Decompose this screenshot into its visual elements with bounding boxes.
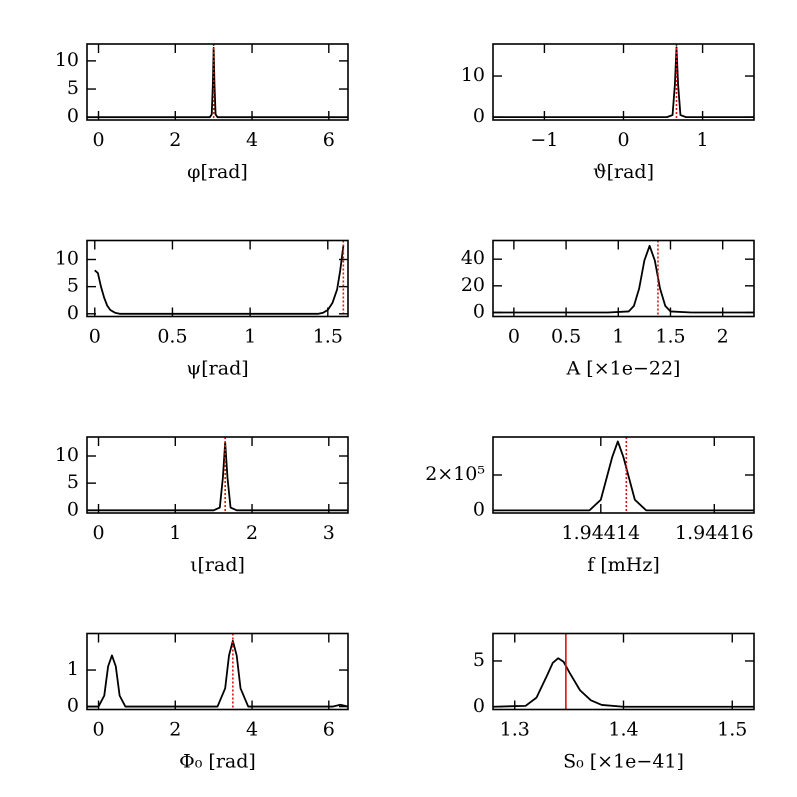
x-tick-label: 1.94414 [562,522,641,544]
x-axis-label: S₀ [×1e−41] [563,751,684,773]
x-tick-label: 0.5 [157,326,187,348]
y-tick-label: 0 [67,695,79,717]
x-tick-label: 1.3 [500,719,530,741]
y-tick-label: 40 [461,247,485,269]
y-tick-label: 0 [67,105,79,127]
y-tick-label: 5 [67,275,79,297]
x-tick-label: 0 [617,129,629,151]
panel: 1.3 1.4 1.5 0 5 S₀ [×1e−41] [473,632,755,773]
plot-area [87,633,348,710]
x-tick-label: 0 [508,326,520,348]
posterior-curve [493,46,754,119]
x-tick-label: 0 [92,129,104,151]
x-axis-label: f [mHz] [587,554,660,576]
x-tick-label: 1 [244,326,256,348]
posterior-curve [493,440,754,512]
x-tick-label: 0 [89,326,101,348]
x-tick-label: 1 [697,129,709,151]
y-tick-label: 0 [473,498,485,520]
x-tick-label: 0 [92,522,104,544]
y-tick-label: 5 [473,649,485,671]
x-axis-label: ι[rad] [190,554,245,576]
x-tick-label: −1 [530,129,558,151]
plot-area [493,437,754,513]
x-tick-label: 4 [246,129,258,151]
y-tick-label: 0 [473,695,485,717]
x-tick-label: 2 [246,522,258,544]
frame [86,239,349,318]
y-tick-label: 10 [55,248,79,270]
plot-area [94,240,345,317]
x-axis-label: Φ₀ [rad] [179,751,256,773]
y-tick-label: 1 [67,658,79,680]
x-tick-label: 2 [169,129,181,151]
posterior-curve [94,245,345,315]
plot-area [493,44,754,120]
panel: 0 2 4 6 0 5 10 φ[rad] [55,43,349,183]
plot-area [87,437,348,513]
plot-area [87,44,348,120]
y-tick-label: 0 [67,498,79,520]
y-tick-label: 5 [67,471,79,493]
y-tick-label: 0 [473,301,485,323]
x-tick-label: 1 [612,326,624,348]
y-tick-label: 10 [461,64,485,86]
x-tick-label: 1 [169,522,181,544]
frame [86,43,349,121]
posterior-curve [493,657,754,708]
y-tick-label: 20 [461,274,485,296]
frame [492,239,755,318]
frame [492,632,755,711]
x-tick-label: 2 [717,326,729,348]
x-tick-label: 4 [246,719,258,741]
panel: 0 0.5 1 1.5 0 5 10 ψ[rad] [55,239,349,380]
x-tick-label: 2 [169,719,181,741]
x-axis-label: ψ[rad] [186,358,248,380]
y-tick-label: 5 [67,77,79,99]
frame [492,43,755,121]
x-tick-label: 0.5 [551,326,581,348]
panel: 1.94414 1.94416 0 2×10⁵ f [mHz] [425,436,755,576]
frame [86,436,349,514]
x-tick-label: 1.5 [717,719,747,741]
x-tick-label: 6 [323,129,335,151]
x-axis-label: φ[rad] [187,161,248,183]
x-tick-label: 1.5 [655,326,685,348]
panel: 0 2 4 6 0 1 Φ₀ [rad] [67,632,349,773]
y-tick-label: 2×10⁵ [425,463,485,485]
y-tick-label: 0 [67,302,79,324]
x-tick-label: 3 [323,522,335,544]
y-tick-label: 10 [55,49,79,71]
frame [492,436,755,514]
x-tick-label: 0 [92,719,104,741]
panel: 0 1 2 3 0 5 10 ι[rad] [55,436,349,576]
plot-area [493,633,754,710]
x-tick-label: 1.94416 [675,522,754,544]
x-axis-label: ϑ[rad] [593,161,654,183]
x-tick-label: 1.4 [608,719,638,741]
posterior-curve [87,441,348,512]
y-tick-label: 10 [55,444,79,466]
y-tick-label: 0 [473,105,485,127]
frame [86,632,349,711]
posterior-curve [87,639,348,708]
posterior-curve [493,244,754,314]
x-tick-label: 1.5 [313,326,343,348]
x-tick-label: 6 [323,719,335,741]
x-axis-label: A [×1e−22] [566,358,681,380]
posterior-curve [87,47,348,119]
plot-area [493,240,754,317]
